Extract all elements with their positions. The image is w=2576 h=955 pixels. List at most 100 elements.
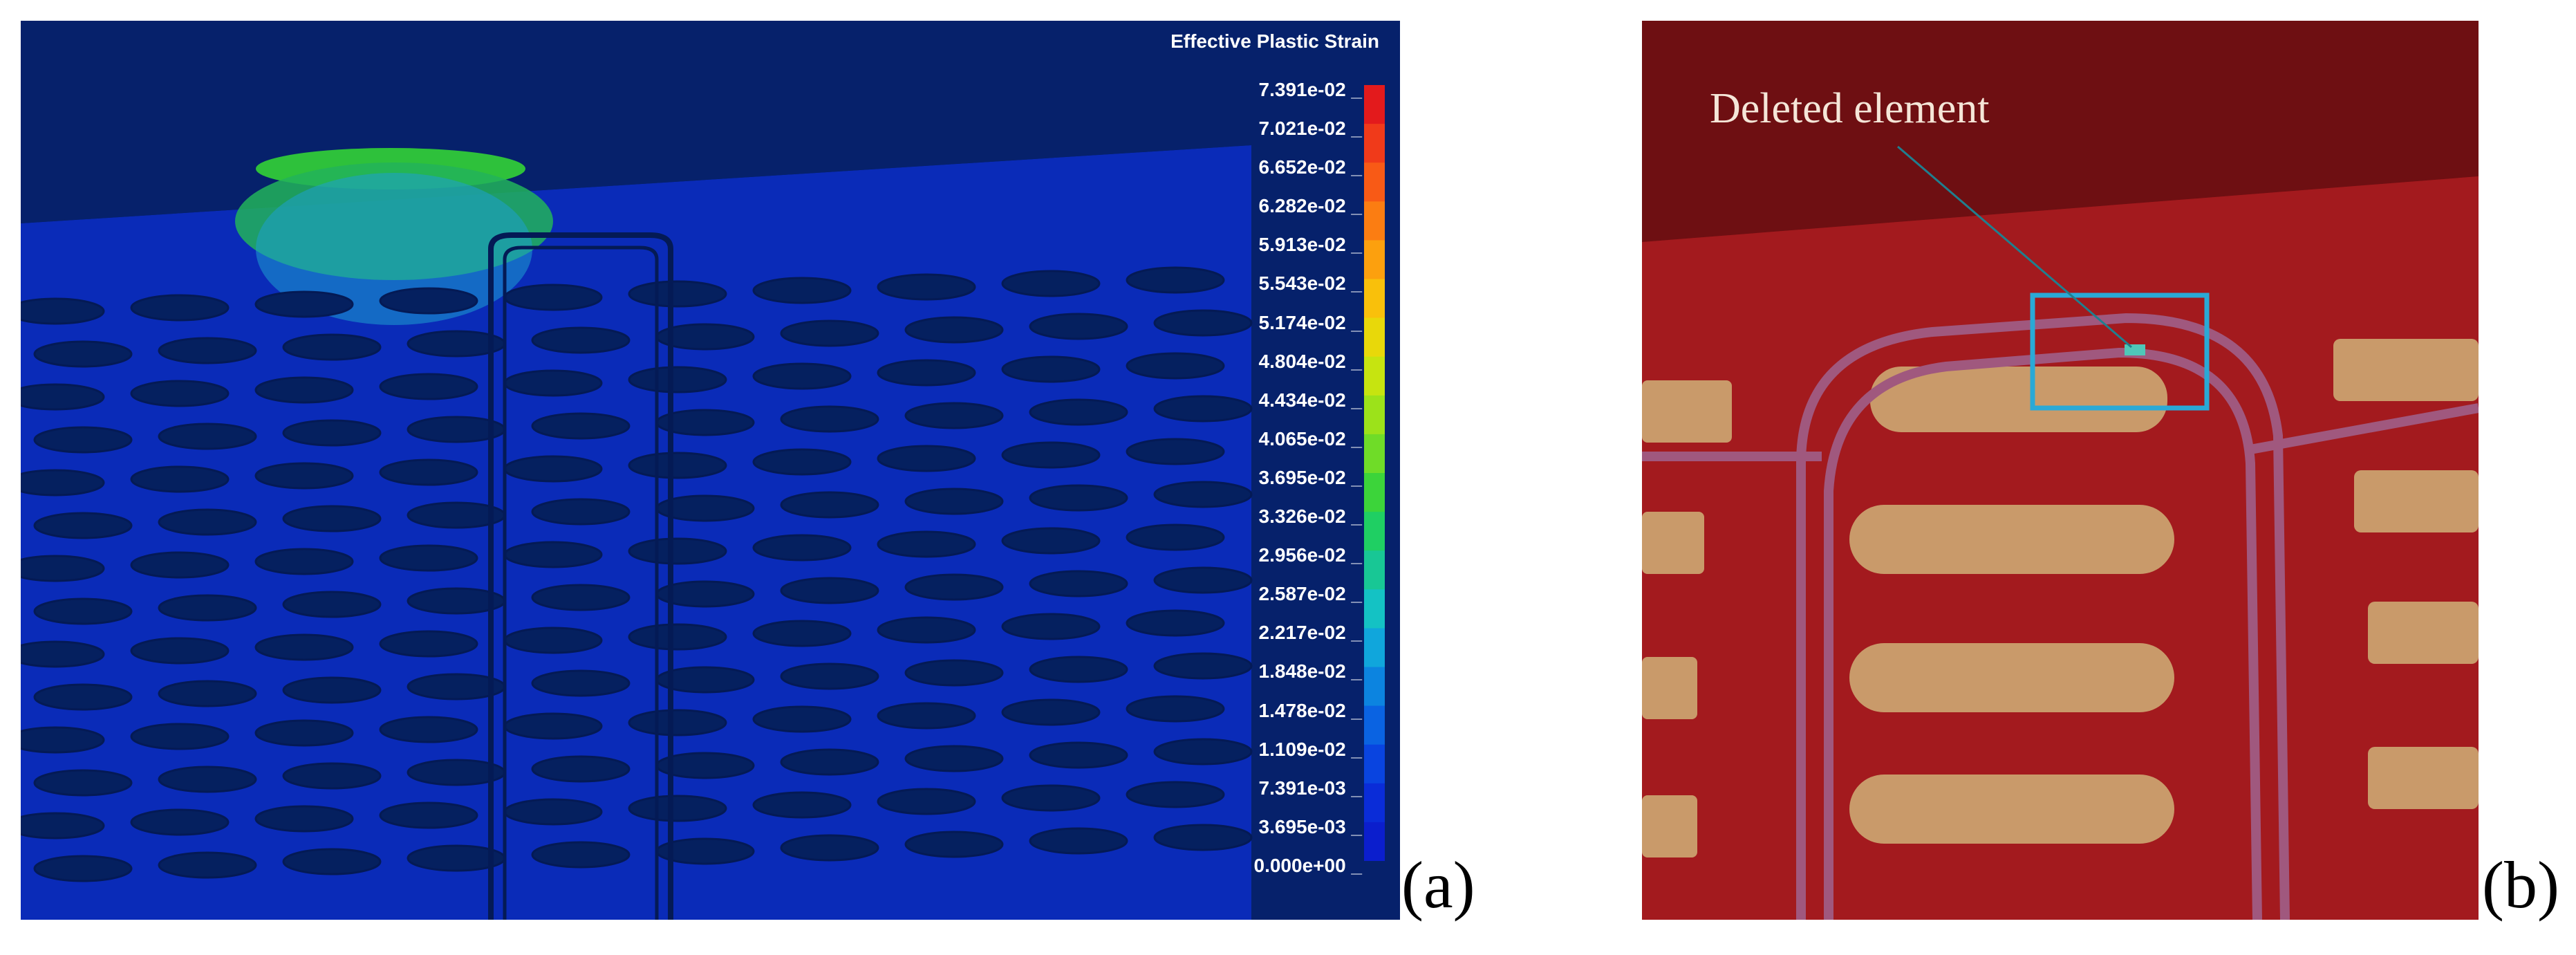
mesh-hole	[379, 630, 478, 658]
annotation-leader-line	[1897, 145, 2132, 349]
legend-color-step	[1364, 124, 1385, 163]
mesh-hole	[1029, 313, 1128, 340]
legend-color-step	[1364, 395, 1385, 435]
mesh-hole	[1001, 441, 1101, 469]
mesh-hole	[877, 273, 976, 301]
mesh-hole	[1126, 695, 1225, 723]
mesh-hole	[877, 445, 976, 472]
legend-color-step	[1364, 356, 1385, 396]
mesh-hole	[158, 337, 257, 364]
mesh-hole	[904, 831, 1004, 858]
mesh-hole	[1126, 352, 1225, 380]
legend-color-step	[1364, 434, 1385, 474]
mesh-hole	[780, 748, 879, 776]
mesh-hole	[379, 458, 478, 486]
legend-value: 2.217e-02 _	[1258, 622, 1362, 644]
strain-spread	[256, 173, 532, 325]
mesh-hole	[254, 376, 354, 404]
mesh-hole	[254, 462, 354, 490]
legend-color-step	[1364, 473, 1385, 512]
mesh-hole	[628, 280, 727, 308]
mesh-hole	[877, 702, 976, 730]
mesh-hole	[282, 419, 382, 447]
mesh-hole	[628, 537, 727, 565]
mesh-hole	[752, 534, 852, 562]
mesh-hole	[130, 551, 230, 579]
mesh-hole	[1001, 527, 1101, 555]
mesh-hole	[628, 795, 727, 822]
mesh-hole	[503, 798, 603, 826]
deleted-element	[2125, 344, 2145, 355]
mesh-hole	[503, 627, 603, 654]
mesh-hole	[158, 508, 257, 536]
mesh-hole	[130, 294, 230, 322]
mesh-hole	[752, 705, 852, 733]
mesh-hole	[1153, 309, 1253, 337]
mesh-hole	[904, 745, 1004, 772]
legend-value: 3.695e-03 _	[1258, 815, 1362, 837]
legend-color-step	[1364, 667, 1385, 707]
mesh-hole	[752, 791, 852, 819]
legend-color-step	[1364, 628, 1385, 667]
mesh-hole	[1153, 566, 1253, 594]
strain-contour-scene	[21, 21, 1253, 920]
mesh-hole	[752, 448, 852, 476]
mesh-hole	[780, 662, 879, 690]
mesh-hole	[130, 380, 230, 407]
mesh-hole	[21, 297, 105, 325]
legend-color-step	[1364, 279, 1385, 319]
mesh-hole	[531, 755, 631, 783]
mesh-hole	[21, 726, 105, 754]
mesh-hole	[904, 659, 1004, 687]
mesh-hole	[904, 488, 1004, 515]
mesh-hole	[780, 577, 879, 604]
mesh-hole	[158, 423, 257, 450]
legend-value: 4.434e-02 _	[1258, 389, 1362, 411]
mesh-hole	[21, 383, 105, 411]
mesh-hole	[628, 452, 727, 479]
mesh-hole	[503, 284, 603, 311]
mesh-hole	[1153, 481, 1253, 508]
legend-colorbar	[1364, 85, 1385, 861]
legend-value: 2.956e-02 _	[1258, 544, 1362, 566]
legend-value: 3.695e-02 _	[1258, 466, 1362, 488]
legend-value: 7.391e-03 _	[1258, 777, 1362, 799]
mesh-hole	[1126, 523, 1225, 551]
deleted-element-panel: Deleted element	[1642, 21, 2479, 920]
mesh-hole	[1153, 652, 1253, 680]
legend-color-step	[1364, 201, 1385, 241]
mesh-hole	[531, 841, 631, 869]
legend-title: Effective Plastic Strain	[1170, 30, 1379, 52]
mesh-hole	[130, 723, 230, 750]
mesh-hole	[1126, 266, 1225, 294]
mesh-hole	[158, 680, 257, 707]
mesh-hole	[1001, 613, 1101, 640]
mesh-hole	[1153, 824, 1253, 851]
panel-label-b: (b)	[2482, 848, 2559, 922]
mesh-hole	[130, 465, 230, 493]
mesh-hole	[904, 402, 1004, 429]
yarn-cross-sections	[1642, 339, 2479, 857]
legend-value: 5.913e-02 _	[1258, 234, 1362, 256]
mesh-hole	[33, 340, 133, 368]
mesh-hole	[531, 412, 631, 440]
strain-contour-panel: Effective Plastic Strain 7.391e-02 _ 7.02…	[21, 21, 1400, 920]
mesh-hole	[1029, 656, 1128, 683]
mesh-hole	[628, 366, 727, 393]
legend-labels: 7.391e-02 _ 7.021e-02 _ 6.652e-02 _ 6.282e-…	[1254, 71, 1363, 885]
mesh-hole	[282, 591, 382, 618]
mesh-hole	[1126, 781, 1225, 808]
mesh-hole	[1001, 784, 1101, 812]
mesh-hole	[503, 541, 603, 568]
legend-value: 0.000e+00 _	[1253, 854, 1363, 876]
mesh-hole	[531, 498, 631, 526]
top-layer	[1642, 21, 2479, 242]
mesh-hole	[254, 805, 354, 833]
mesh-hole	[877, 530, 976, 558]
mesh-hole	[780, 405, 879, 433]
mesh-hole	[1001, 270, 1101, 297]
mesh-hole	[877, 359, 976, 387]
binder-yarns	[488, 232, 673, 920]
mesh-hole	[1029, 484, 1128, 512]
mesh-hole	[752, 277, 852, 304]
